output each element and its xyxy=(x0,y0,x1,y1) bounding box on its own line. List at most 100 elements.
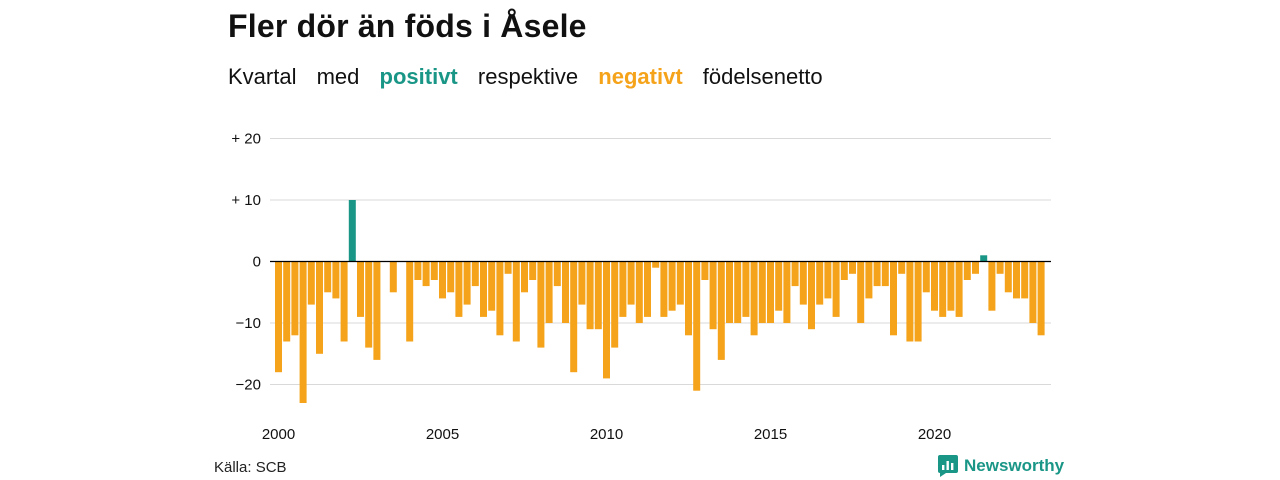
bar xyxy=(955,261,963,317)
bar xyxy=(734,261,742,323)
bar xyxy=(447,261,455,293)
subtitle-word: respektive xyxy=(477,64,579,89)
bar xyxy=(799,261,807,305)
bar xyxy=(422,261,430,287)
bar xyxy=(660,261,668,317)
bar xyxy=(840,261,848,280)
bar xyxy=(775,261,783,311)
bar xyxy=(947,261,955,311)
bar xyxy=(373,261,381,360)
x-tick-label: 2000 xyxy=(262,426,295,443)
bar xyxy=(857,261,865,323)
subtitle-word: med xyxy=(316,64,360,89)
bar xyxy=(521,261,528,293)
bar xyxy=(562,261,569,323)
bar xyxy=(619,261,627,317)
bar xyxy=(529,261,537,280)
bar xyxy=(471,261,479,287)
bar xyxy=(939,261,947,317)
brand-label: Newsworthy xyxy=(964,456,1065,475)
bar xyxy=(1021,261,1029,299)
bar xyxy=(430,261,438,280)
bar xyxy=(980,255,988,262)
bar xyxy=(808,261,815,330)
brand-logo: Newsworthy xyxy=(938,455,1064,477)
bar xyxy=(709,261,717,330)
bar xyxy=(512,261,520,342)
bar xyxy=(898,261,906,274)
bar xyxy=(332,261,340,299)
bar xyxy=(931,261,938,311)
bar xyxy=(996,261,1004,274)
bar xyxy=(504,261,512,274)
chart-title: Fler dör än föds i Åsele xyxy=(228,8,587,44)
bar xyxy=(578,261,586,305)
bar xyxy=(299,261,307,403)
bar xyxy=(922,261,930,293)
y-tick-label: 0 xyxy=(253,254,261,271)
bar xyxy=(611,261,619,348)
bar xyxy=(890,261,897,336)
y-tick-label: −20 xyxy=(236,377,261,394)
bar xyxy=(1004,261,1012,293)
bar xyxy=(668,261,676,311)
subtitle-word: Kvartal xyxy=(228,64,297,89)
bar xyxy=(1013,261,1020,299)
bar xyxy=(586,261,594,330)
bar xyxy=(488,261,496,311)
subtitle-word: födelsenetto xyxy=(702,64,823,89)
bar xyxy=(676,261,684,305)
bar xyxy=(865,261,873,299)
bar xyxy=(758,261,766,323)
bar xyxy=(881,261,889,287)
y-tick-label: −10 xyxy=(236,315,261,332)
bar xyxy=(283,261,291,342)
chart-subtitle: Kvartal med positivt respektive negativt… xyxy=(228,64,837,90)
bar xyxy=(726,261,733,323)
bar xyxy=(873,261,881,287)
bar xyxy=(717,261,725,360)
bar xyxy=(316,261,323,354)
bar xyxy=(414,261,422,280)
bar xyxy=(750,261,758,336)
bar xyxy=(275,261,282,373)
bar xyxy=(389,261,397,293)
bar xyxy=(627,261,635,305)
bar xyxy=(545,261,553,323)
source-note: Källa: SCB xyxy=(214,459,287,476)
bar xyxy=(291,261,299,336)
bar xyxy=(603,261,610,379)
bar xyxy=(340,261,348,342)
x-tick-label: 2015 xyxy=(754,426,787,443)
y-tick-label: + 10 xyxy=(231,192,261,209)
bar xyxy=(742,261,750,317)
bar xyxy=(824,261,832,299)
bar xyxy=(1029,261,1037,323)
bar xyxy=(701,261,709,280)
bar xyxy=(553,261,561,287)
bar xyxy=(906,261,914,342)
bar xyxy=(357,261,364,317)
bar xyxy=(849,261,856,274)
bar xyxy=(972,261,979,274)
legend-negative: negativt xyxy=(598,64,683,89)
bar xyxy=(988,261,996,311)
newsworthy-icon xyxy=(938,455,958,477)
x-tick-label: 2005 xyxy=(426,426,459,443)
bar xyxy=(594,261,602,330)
bar xyxy=(570,261,578,373)
y-tick-label: + 20 xyxy=(231,131,261,148)
bar xyxy=(783,261,791,323)
bar xyxy=(307,261,315,305)
bar xyxy=(406,261,414,342)
bar xyxy=(963,261,971,280)
bar xyxy=(348,200,356,262)
x-tick-label: 2020 xyxy=(918,426,951,443)
bar xyxy=(832,261,840,317)
bar xyxy=(635,261,643,323)
bar xyxy=(463,261,471,305)
bar xyxy=(1037,261,1045,336)
x-tick-label: 2010 xyxy=(590,426,623,443)
legend-positive: positivt xyxy=(379,64,458,89)
